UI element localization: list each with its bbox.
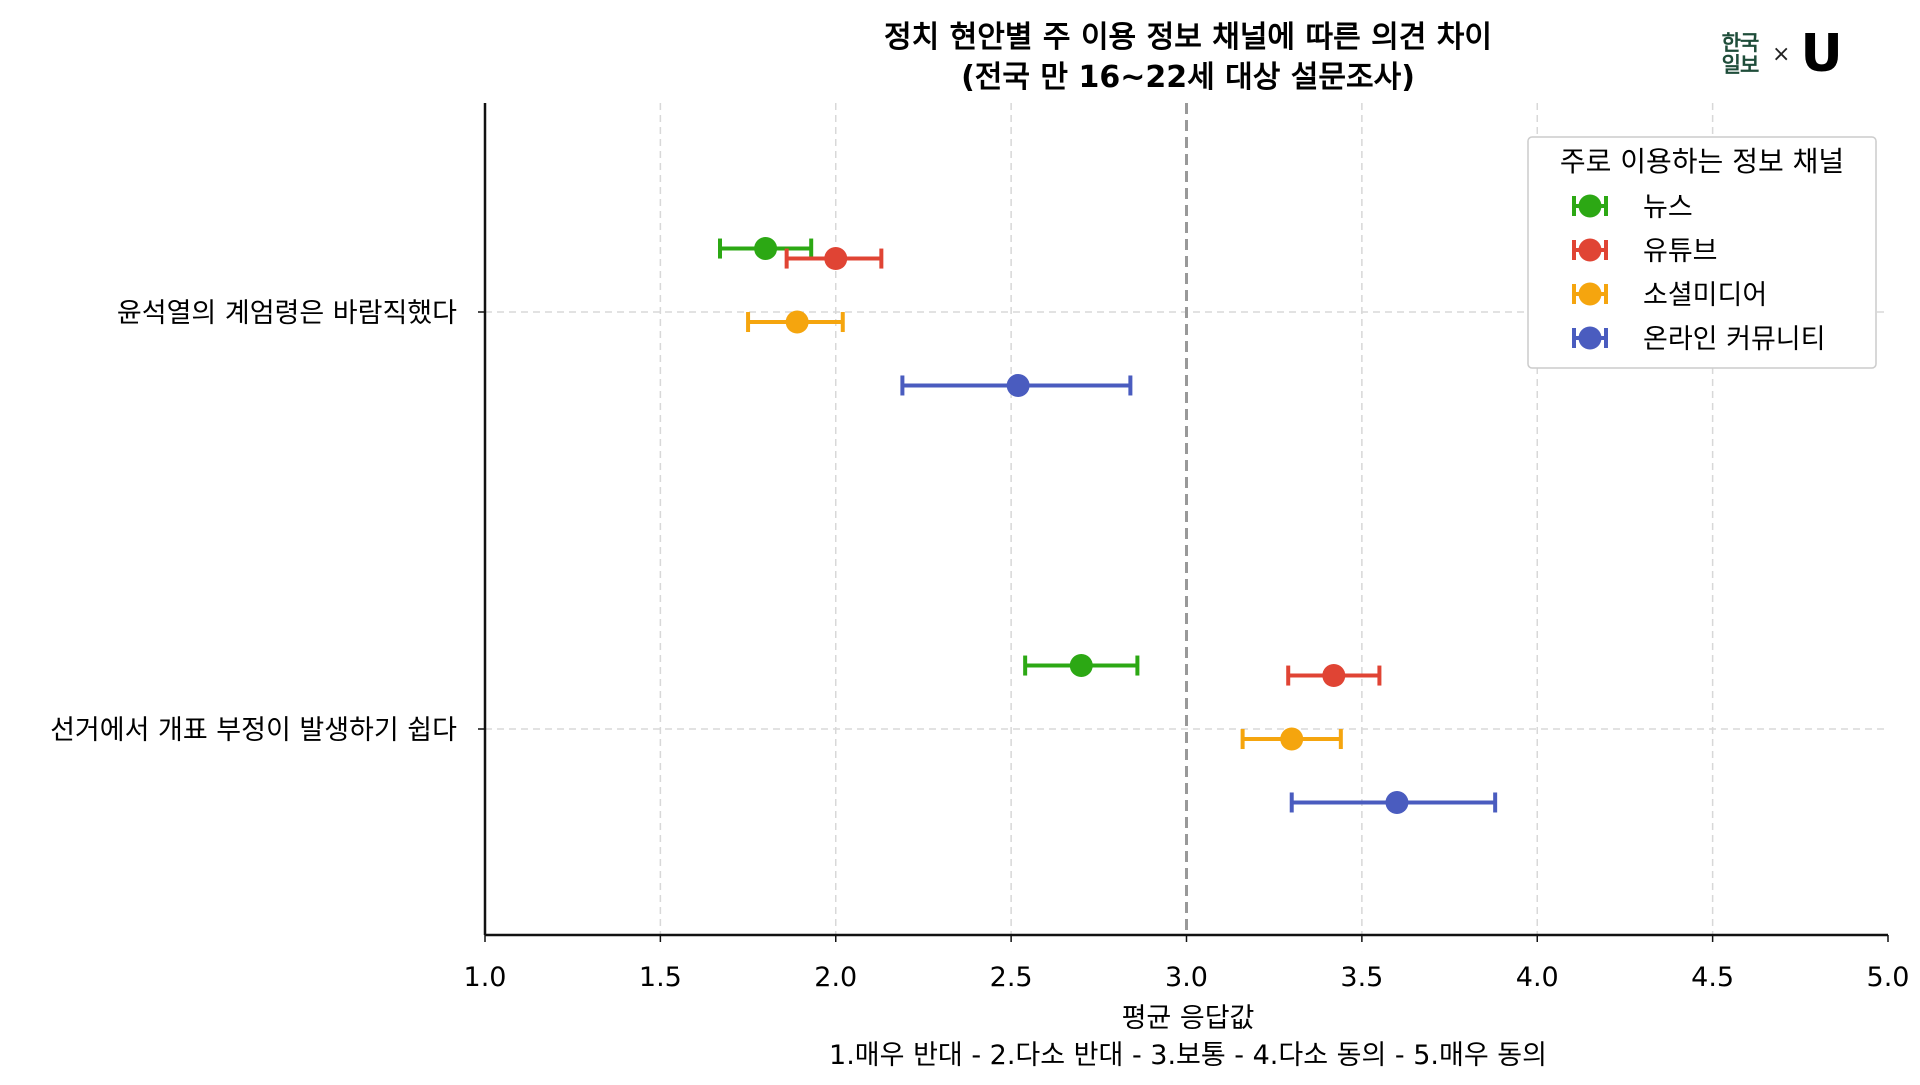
legend-item-label: 소셜미디어	[1643, 280, 1767, 311]
x-tick-label: 3.5	[1340, 962, 1383, 993]
x-tick-label: 5.0	[1867, 962, 1910, 993]
u-mark-logo: U	[1800, 24, 1843, 84]
legend-title: 주로 이용하는 정보 채널	[1560, 145, 1844, 178]
x-tick-label: 4.5	[1691, 962, 1734, 993]
hankook-ilbo-logo: 한국일보	[1721, 31, 1760, 77]
chart-title: 정치 현안별 주 이용 정보 채널에 따른 의견 차이	[884, 20, 1492, 55]
x-tick-label: 4.0	[1516, 962, 1559, 993]
x-tick-label: 2.5	[990, 962, 1033, 993]
x-tick-label: 1.0	[464, 962, 507, 993]
data-point	[1322, 664, 1346, 688]
logo-separator: ×	[1772, 41, 1791, 67]
x-tick-label: 1.5	[639, 962, 682, 993]
data-marks	[718, 237, 1498, 814]
legend-marker-dot	[1578, 282, 1602, 306]
x-axis-label: 평균 응답값	[1122, 1003, 1255, 1034]
x-axis-note: 1.매우 반대 - 2.다소 반대 - 3.보통 - 4.다소 동의 - 5.매…	[829, 1040, 1547, 1071]
y-category-label: 윤석열의 계엄령은 바람직했다	[117, 298, 457, 329]
axes: 1.0 1.5 2.0 2.5 3.0 3.5 4.0 4.5 5.0 윤석열의 계엄령은 바람직…	[50, 103, 1909, 993]
x-tick-label: 2.0	[814, 962, 857, 993]
data-point	[1385, 790, 1409, 814]
data-point	[1280, 727, 1304, 751]
legend-item-label: 뉴스	[1643, 192, 1693, 223]
data-point	[1006, 373, 1030, 397]
data-point	[785, 310, 809, 334]
chart-subtitle: (전국 만 16~22세 대상 설문조사)	[961, 60, 1415, 95]
data-point	[754, 237, 778, 261]
x-tick-label: 3.0	[1165, 962, 1208, 993]
legend-marker-dot	[1578, 238, 1602, 262]
legend-box	[1527, 136, 1877, 369]
brand-logo: 한국일보 × U	[1718, 28, 1843, 80]
legend-item-label: 온라인 커뮤니티	[1643, 324, 1825, 355]
legend-item-label: 유튜브	[1643, 236, 1718, 267]
legend-marker-dot	[1578, 326, 1602, 350]
data-point	[1069, 654, 1093, 678]
legend-marker-dot	[1578, 194, 1602, 218]
data-point	[824, 247, 848, 271]
y-category-label: 선거에서 개표 부정이 발생하기 쉽다	[50, 715, 457, 746]
